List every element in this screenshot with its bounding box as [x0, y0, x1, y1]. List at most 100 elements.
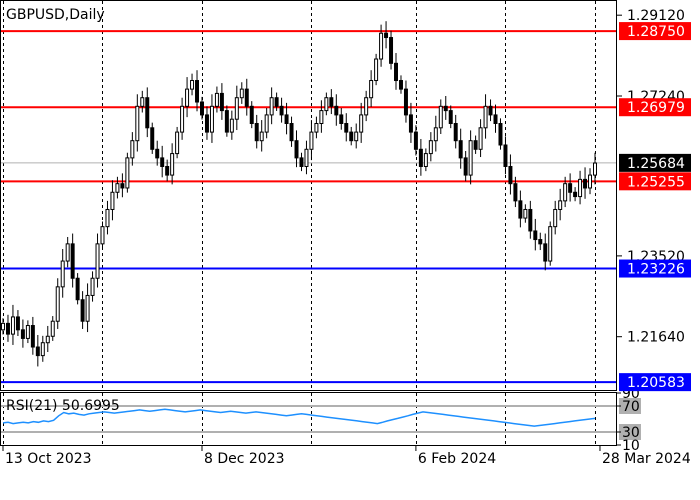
candle — [403, 80, 408, 123]
candle — [105, 200, 110, 235]
candle — [384, 21, 389, 49]
price-label-box: 1.25684 — [619, 153, 691, 172]
candle — [180, 97, 185, 140]
candle — [75, 273, 80, 305]
candle — [90, 271, 95, 302]
candle — [413, 125, 418, 156]
horizontal-levels — [1, 30, 616, 384]
candle — [458, 128, 463, 169]
svg-text:1.26979: 1.26979 — [627, 100, 685, 116]
candle — [344, 113, 349, 142]
price-label-box: 1.20583 — [619, 373, 691, 392]
candle — [304, 140, 309, 175]
candle — [150, 122, 155, 154]
candle — [145, 87, 150, 138]
candle — [125, 152, 130, 193]
candle — [329, 89, 334, 115]
x-tick-label: 13 Oct 2023 — [5, 451, 92, 467]
x-tick-label: 28 Mar 2024 — [602, 451, 691, 467]
candle — [423, 148, 428, 172]
candle — [468, 130, 473, 185]
candle — [319, 100, 324, 133]
candle — [394, 53, 399, 90]
candle — [50, 316, 55, 341]
candle — [523, 204, 528, 223]
candle — [364, 90, 369, 122]
price-label-box: 1.23226 — [619, 259, 691, 278]
candle — [289, 116, 294, 147]
candle — [389, 30, 394, 70]
candle — [204, 106, 209, 140]
candle — [95, 233, 100, 288]
candle — [130, 132, 135, 166]
candle — [65, 236, 70, 268]
rsi-label: RSI(21) 50.6995 — [6, 398, 120, 414]
candle — [40, 335, 45, 362]
rsi-line — [2, 408, 596, 427]
rsi-plot-frame — [0, 392, 617, 446]
chart-title: GBPUSD,Daily — [6, 7, 105, 23]
candle — [438, 99, 443, 134]
candle — [80, 291, 85, 329]
svg-text:1.25684: 1.25684 — [627, 156, 685, 172]
candle — [369, 70, 374, 107]
level-price-labels: 1.28750 1.26979 1.25255 1.23226 1.20583 1.256… — [619, 22, 691, 392]
candle — [120, 173, 125, 198]
candle — [433, 115, 438, 152]
candle — [548, 221, 553, 266]
candle — [219, 83, 224, 120]
candle — [5, 314, 10, 342]
candle — [229, 110, 234, 140]
candle — [269, 87, 274, 125]
candle — [463, 151, 468, 182]
candle — [165, 159, 170, 182]
candle — [533, 218, 538, 251]
candle — [359, 102, 364, 143]
candle — [324, 92, 329, 116]
candle — [244, 78, 249, 116]
candle — [160, 145, 165, 178]
candle — [234, 85, 239, 131]
candle — [259, 120, 264, 152]
candle — [20, 319, 25, 348]
candle — [35, 334, 40, 367]
candle — [379, 24, 384, 67]
candle — [279, 97, 284, 123]
price-label-box: 1.28750 — [619, 22, 691, 41]
x-tick-label: 8 Dec 2023 — [204, 451, 285, 467]
svg-text:1.28750: 1.28750 — [627, 24, 685, 40]
candle — [224, 105, 229, 137]
candle — [85, 283, 90, 333]
candle — [349, 126, 354, 146]
svg-text:1.25255: 1.25255 — [627, 174, 685, 190]
candle — [558, 188, 563, 221]
candle — [175, 126, 180, 159]
candle — [428, 132, 433, 162]
candle — [155, 140, 160, 166]
candle — [199, 96, 204, 120]
candle — [508, 154, 513, 195]
x-tick-label: 6 Feb 2024 — [418, 451, 496, 467]
candle — [264, 108, 269, 139]
candle — [115, 176, 120, 199]
candle — [195, 70, 200, 112]
rsi-tick: 30 — [617, 424, 641, 441]
candle — [299, 152, 304, 172]
rsi-tick: 10 — [617, 438, 640, 454]
candle — [553, 200, 558, 235]
main-plot-frame — [0, 0, 617, 391]
svg-text:70: 70 — [622, 399, 640, 415]
candle — [284, 102, 289, 135]
candle — [374, 53, 379, 86]
candle — [209, 94, 214, 143]
svg-text:10: 10 — [622, 438, 640, 454]
candle — [488, 99, 493, 122]
price-label-box: 1.25255 — [619, 172, 691, 191]
candle — [418, 138, 423, 176]
candle — [170, 143, 175, 185]
rsi-tick: 70 — [617, 398, 641, 415]
candle — [140, 90, 145, 113]
candle — [578, 170, 583, 205]
candle — [314, 116, 319, 139]
